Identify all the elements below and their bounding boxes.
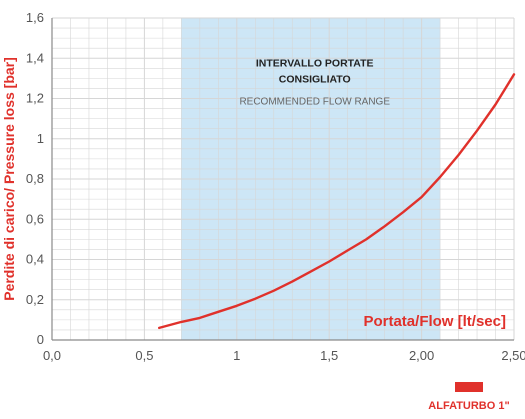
y-tick-label: 0: [37, 332, 44, 347]
x-tick-label: 2,50: [501, 348, 525, 363]
y-tick-label: 0,6: [26, 211, 44, 226]
x-tick-label: 1,5: [320, 348, 338, 363]
range-label-line2: CONSIGLIATO: [279, 73, 351, 85]
y-tick-label: 1,6: [26, 10, 44, 25]
label-layer: INTERVALLO PORTATE CONSIGLIATO RECOMMENDED…: [1, 57, 510, 412]
x-tick-label: 1: [233, 348, 240, 363]
x-axis-title: Portata/Flow [lt/sec]: [363, 313, 506, 330]
pressure-loss-curve: [158, 73, 516, 330]
range-label-line1: INTERVALLO PORTATE: [256, 57, 374, 69]
x-tick-label: 2,00: [409, 348, 434, 363]
range-label-line3: RECOMMENDED FLOW RANGE: [239, 97, 390, 108]
y-tick-label: 1,2: [26, 91, 44, 106]
y-tick-label: 1: [37, 131, 44, 146]
axis-layer: 0,0 0,5 1 1,5 2,00 2,50 0 0,2 0,4 0,6 0,8 1 1,2 1,4 1,…: [26, 10, 525, 363]
legend-label: ALFATURBO 1": [428, 400, 509, 412]
legend-swatch: [455, 382, 483, 392]
series-layer: [158, 73, 516, 330]
y-tick-label: 1,4: [26, 50, 44, 65]
y-axis-title: Perdite di carico/ Pressure loss [bar]: [1, 57, 17, 301]
y-tick-label: 0,4: [26, 252, 44, 267]
x-tick-label: 0,5: [135, 348, 153, 363]
y-tick-label: 0,2: [26, 292, 44, 307]
x-tick-label: 0,0: [43, 348, 61, 363]
grid-layer: [51, 17, 515, 341]
y-tick-label: 0,8: [26, 171, 44, 186]
